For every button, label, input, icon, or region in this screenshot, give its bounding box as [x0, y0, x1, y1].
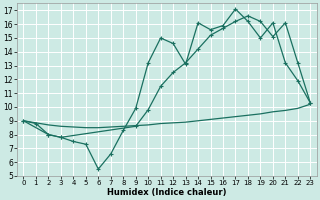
X-axis label: Humidex (Indice chaleur): Humidex (Indice chaleur)	[107, 188, 227, 197]
